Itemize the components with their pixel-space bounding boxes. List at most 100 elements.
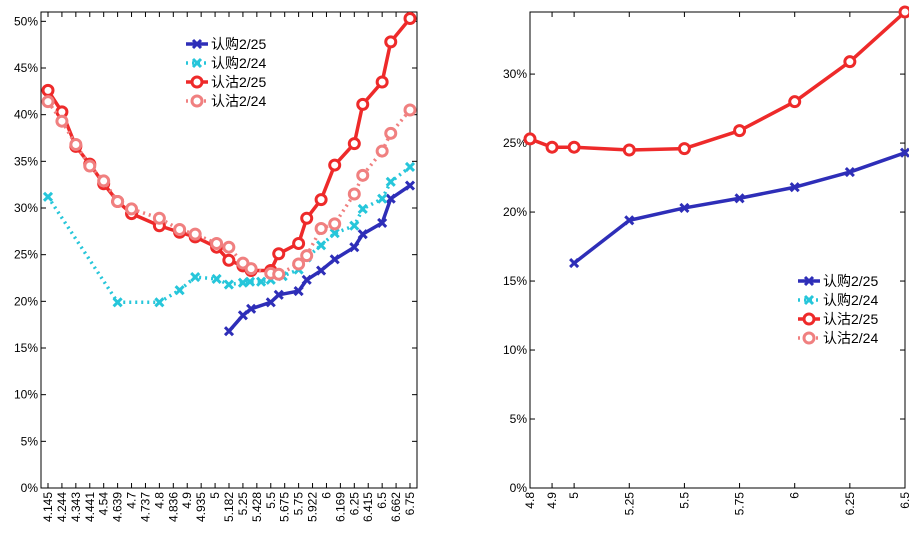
data-point bbox=[349, 242, 360, 253]
data-point bbox=[188, 227, 202, 241]
data-point bbox=[357, 229, 368, 240]
data-point bbox=[844, 166, 855, 178]
x-tick-label: 4.7 bbox=[125, 492, 139, 509]
data-point bbox=[788, 95, 802, 109]
x-tick-label: 6 bbox=[319, 492, 333, 499]
data-point bbox=[55, 114, 69, 128]
data-point bbox=[300, 211, 314, 225]
x-tick-label: 5.25 bbox=[236, 492, 250, 516]
data-point bbox=[328, 217, 342, 231]
legend-label: 认沽2/25 bbox=[823, 311, 878, 327]
data-point bbox=[97, 174, 111, 188]
data-point bbox=[301, 274, 312, 285]
y-tick-label: 25% bbox=[14, 248, 38, 262]
axes-box bbox=[529, 11, 906, 489]
data-point bbox=[734, 193, 745, 204]
data-point bbox=[385, 176, 396, 187]
y-tick-label: 40% bbox=[14, 108, 38, 122]
y-tick-label: 5% bbox=[21, 434, 39, 448]
series-2 bbox=[42, 161, 416, 308]
data-point bbox=[679, 202, 690, 213]
data-point bbox=[222, 240, 236, 254]
legend-marker bbox=[191, 57, 203, 69]
y-tick-label: 45% bbox=[14, 61, 38, 75]
x-tick-label: 4.8 bbox=[523, 492, 537, 509]
series-line bbox=[529, 10, 907, 152]
series-line bbox=[227, 184, 411, 333]
data-point bbox=[403, 103, 417, 117]
y-tick-label: 15% bbox=[14, 341, 38, 355]
x-tick-label: 5.25 bbox=[622, 492, 636, 516]
data-point bbox=[523, 132, 537, 146]
x-tick-label: 4.343 bbox=[69, 492, 83, 522]
x-tick-label: 6.169 bbox=[333, 492, 347, 522]
data-point bbox=[899, 147, 909, 158]
data-point bbox=[316, 265, 327, 276]
y-tick-label: 10% bbox=[503, 343, 527, 357]
data-point bbox=[244, 262, 258, 276]
legend-label: 认购2/24 bbox=[823, 292, 878, 308]
data-point bbox=[265, 297, 276, 308]
data-point bbox=[385, 193, 396, 204]
data-point bbox=[210, 236, 224, 250]
chart-2: 0% 5% 10% 15% 20% 25% 30% 4.8 4.9 5 5.25 5.5 5.75 6 6.… bbox=[503, 5, 909, 516]
y-tick-label: 30% bbox=[503, 67, 527, 81]
x-tick-label: 4.935 bbox=[194, 492, 208, 522]
x-tick-label: 6.662 bbox=[389, 492, 403, 522]
x-tick-label: 4.639 bbox=[111, 492, 125, 522]
chart-1: 0% 5% 10% 15% 20% 25% 30% 35% 40% 45% 50% 4.145 4.24… bbox=[14, 11, 418, 522]
data-point bbox=[41, 83, 55, 97]
x-tick-label: 4.737 bbox=[138, 492, 152, 522]
y-tick-label: 35% bbox=[14, 154, 38, 168]
data-point bbox=[154, 297, 165, 308]
data-point bbox=[41, 95, 55, 109]
x-tick-label: 4.836 bbox=[166, 492, 180, 522]
data-point bbox=[356, 97, 370, 111]
legend-label: 认沽2/24 bbox=[823, 330, 878, 346]
x-tick-label: 5 bbox=[208, 492, 222, 499]
data-point bbox=[244, 276, 256, 287]
legend-marker bbox=[802, 312, 816, 326]
data-point bbox=[316, 240, 327, 251]
data-point bbox=[292, 236, 306, 250]
legend-marker bbox=[191, 38, 203, 50]
x-tick-label: 5 bbox=[567, 492, 581, 499]
data-point bbox=[329, 254, 340, 265]
y-tick-label: 25% bbox=[503, 136, 527, 150]
data-point bbox=[112, 297, 123, 308]
y-tick-label: 20% bbox=[14, 294, 38, 308]
data-point bbox=[622, 143, 636, 157]
data-point bbox=[545, 140, 559, 154]
data-point bbox=[677, 142, 691, 156]
y-tick-label: 30% bbox=[14, 201, 38, 215]
data-point bbox=[384, 126, 398, 140]
legend-marker bbox=[803, 294, 815, 306]
x-tick-label: 6.5 bbox=[898, 492, 909, 509]
legend-label: 认购2/25 bbox=[211, 36, 266, 52]
data-point bbox=[843, 55, 857, 69]
legend-marker bbox=[190, 75, 204, 89]
x-tick-label: 5.5 bbox=[264, 492, 278, 509]
y-tick-label: 5% bbox=[510, 412, 528, 426]
x-tick-label: 6.25 bbox=[843, 492, 857, 516]
data-point bbox=[357, 203, 368, 214]
data-point bbox=[125, 202, 139, 216]
x-tick-label: 6.5 bbox=[375, 492, 389, 509]
legend-label: 认购2/25 bbox=[823, 273, 878, 289]
x-tick-label: 6.75 bbox=[403, 492, 417, 516]
x-tick-label: 4.441 bbox=[83, 492, 97, 522]
data-point bbox=[404, 180, 416, 191]
y-tick-label: 20% bbox=[503, 205, 527, 219]
data-point bbox=[292, 257, 306, 271]
data-point bbox=[273, 289, 284, 300]
x-tick-label: 5.75 bbox=[292, 492, 306, 516]
legend-label: 认购2/24 bbox=[211, 55, 266, 71]
data-point bbox=[569, 258, 580, 269]
x-tick-label: 4.54 bbox=[97, 492, 111, 516]
data-point bbox=[173, 222, 187, 236]
data-point bbox=[328, 158, 342, 172]
x-tick-label: 5.75 bbox=[733, 492, 747, 516]
data-point bbox=[567, 140, 581, 154]
data-point bbox=[404, 161, 416, 172]
